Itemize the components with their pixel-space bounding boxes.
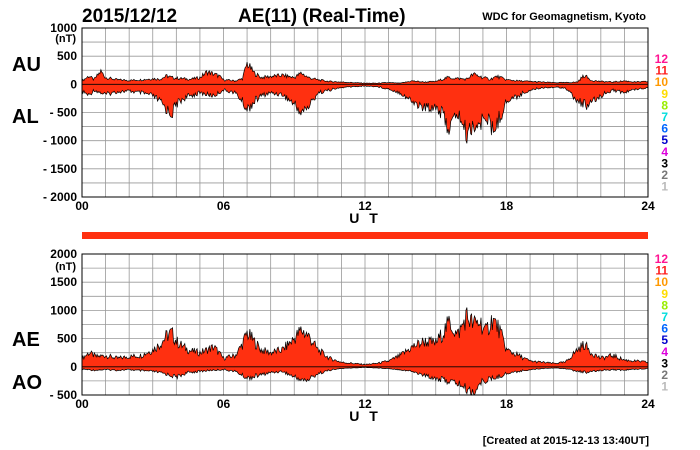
x-tick-label: 18 xyxy=(500,199,514,213)
y-tick-label: 500 xyxy=(57,332,77,346)
bottom-unit-label: (nT) xyxy=(55,261,76,273)
x-axis-label: U T xyxy=(349,408,381,424)
data-quality-bar xyxy=(82,232,648,239)
legend-entry: 3 xyxy=(661,156,668,170)
x-tick-label: 18 xyxy=(500,397,514,411)
y-tick-label: - 1500 xyxy=(43,162,77,176)
y-tick-label: - 1000 xyxy=(43,134,77,148)
legend-entry: 5 xyxy=(661,333,668,347)
legend-entry: 11 xyxy=(655,64,668,78)
plot-frame xyxy=(81,27,649,198)
ae-label: AE xyxy=(12,329,40,351)
legend-entry: 8 xyxy=(661,298,668,312)
legend-entry: 1 xyxy=(661,180,668,194)
au-label: AU xyxy=(12,54,41,76)
legend-entry: 2 xyxy=(661,168,668,182)
al-label: AL xyxy=(12,106,39,128)
y-tick-label: 1500 xyxy=(50,275,77,289)
y-tick-label: - 500 xyxy=(50,388,78,402)
legend-entry: 7 xyxy=(661,310,668,324)
x-tick-label: 00 xyxy=(75,397,89,411)
legend-entry: 6 xyxy=(661,122,668,136)
legend-entry: 5 xyxy=(661,133,668,147)
legend-entry: 6 xyxy=(661,322,668,336)
x-tick-label: 06 xyxy=(217,199,231,213)
chart-date: 2015/12/12 xyxy=(82,6,177,27)
legend-entry: 9 xyxy=(661,287,668,301)
legend-entry: 7 xyxy=(661,110,668,124)
legend-entry: 4 xyxy=(661,145,668,159)
y-tick-label: - 500 xyxy=(50,106,78,120)
organization-label: WDC for Geomagnetism, Kyoto xyxy=(482,11,646,23)
legend-entry: 4 xyxy=(661,345,668,359)
plot-frame xyxy=(81,253,649,396)
legend-entry: 12 xyxy=(655,252,669,266)
x-tick-label: 12 xyxy=(358,199,372,213)
legend-entry: 10 xyxy=(655,75,669,89)
y-tick-label: 1000 xyxy=(50,303,77,317)
y-tick-label: 0 xyxy=(70,360,77,374)
y-tick-label: - 2000 xyxy=(43,190,77,204)
y-tick-label: 1000 xyxy=(50,21,77,35)
legend-entry: 12 xyxy=(655,52,669,66)
legend-entry: 11 xyxy=(655,264,668,278)
legend-entry: 2 xyxy=(661,368,668,382)
x-tick-label: 12 xyxy=(358,397,372,411)
ao-label: AO xyxy=(12,372,42,394)
legend-entry: 1 xyxy=(661,380,668,394)
top-unit-label: (nT) xyxy=(55,33,76,45)
y-tick-label: 2000 xyxy=(50,247,77,261)
x-axis-label: U T xyxy=(349,210,381,226)
legend-entry: 8 xyxy=(661,98,668,112)
x-tick-label: 24 xyxy=(641,397,655,411)
y-tick-label: 0 xyxy=(70,77,77,91)
x-tick-label: 00 xyxy=(75,199,89,213)
legend-entry: 3 xyxy=(661,356,668,370)
legend-entry: 9 xyxy=(661,87,668,101)
legend-entry: 10 xyxy=(655,275,669,289)
chart-title: AE(11) (Real-Time) xyxy=(238,6,406,27)
y-tick-label: 500 xyxy=(57,49,77,63)
created-timestamp: [Created at 2015-12-13 13:40UT] xyxy=(483,435,650,447)
x-tick-label: 06 xyxy=(217,397,231,411)
x-tick-label: 24 xyxy=(641,199,655,213)
